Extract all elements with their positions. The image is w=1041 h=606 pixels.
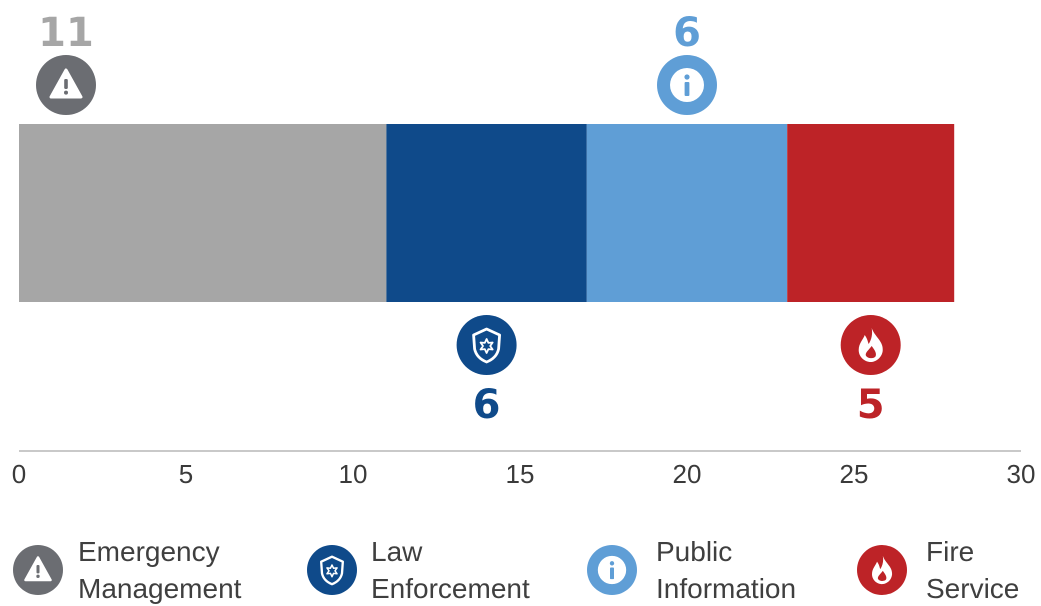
legend-label: Service [926,573,1019,604]
legend-label: Management [78,573,242,604]
x-tick-label: 25 [840,459,869,489]
value-label-law-enforcement: 6 [473,382,501,428]
x-axis: 0 5 10 15 20 25 30 [12,450,1036,489]
x-tick-label: 20 [673,459,702,489]
legend-label: Enforcement [371,573,530,604]
bar-emergency-management [19,124,387,302]
x-tick-label: 10 [339,459,368,489]
legend: Emergency Management Law Enforcement Public I… [13,536,1019,604]
legend-item-emergency-management: Emergency Management [13,536,242,604]
legend-item-fire-service: Fire Service [857,536,1019,604]
flame-icon [840,315,901,375]
legend-label: Information [656,573,796,604]
info-icon [587,545,637,595]
x-tick-label: 5 [179,459,193,489]
legend-label: Fire [926,536,974,567]
bar-group [19,124,955,302]
warning-icon [13,545,63,595]
bar-law-enforcement [386,124,587,302]
police-badge-icon [456,315,517,375]
legend-item-public-information: Public Information [587,536,796,604]
police-badge-icon [307,545,357,595]
bar-public-information [586,124,788,302]
legend-label: Public [656,536,732,567]
value-markers: 11 6 6 5 [36,10,901,428]
value-label-fire-service: 5 [857,382,885,428]
legend-label: Emergency [78,536,220,567]
warning-icon [36,55,96,115]
info-icon [657,55,717,115]
value-label-public-information: 6 [673,10,701,56]
legend-item-law-enforcement: Law Enforcement [307,536,530,604]
x-tick-label: 15 [506,459,535,489]
x-tick-label: 30 [1007,459,1036,489]
x-tick-label: 0 [12,459,26,489]
bar-fire-service [787,124,955,302]
legend-label: Law [371,536,423,567]
flame-icon [857,545,907,595]
value-label-emergency-management: 11 [38,10,94,56]
